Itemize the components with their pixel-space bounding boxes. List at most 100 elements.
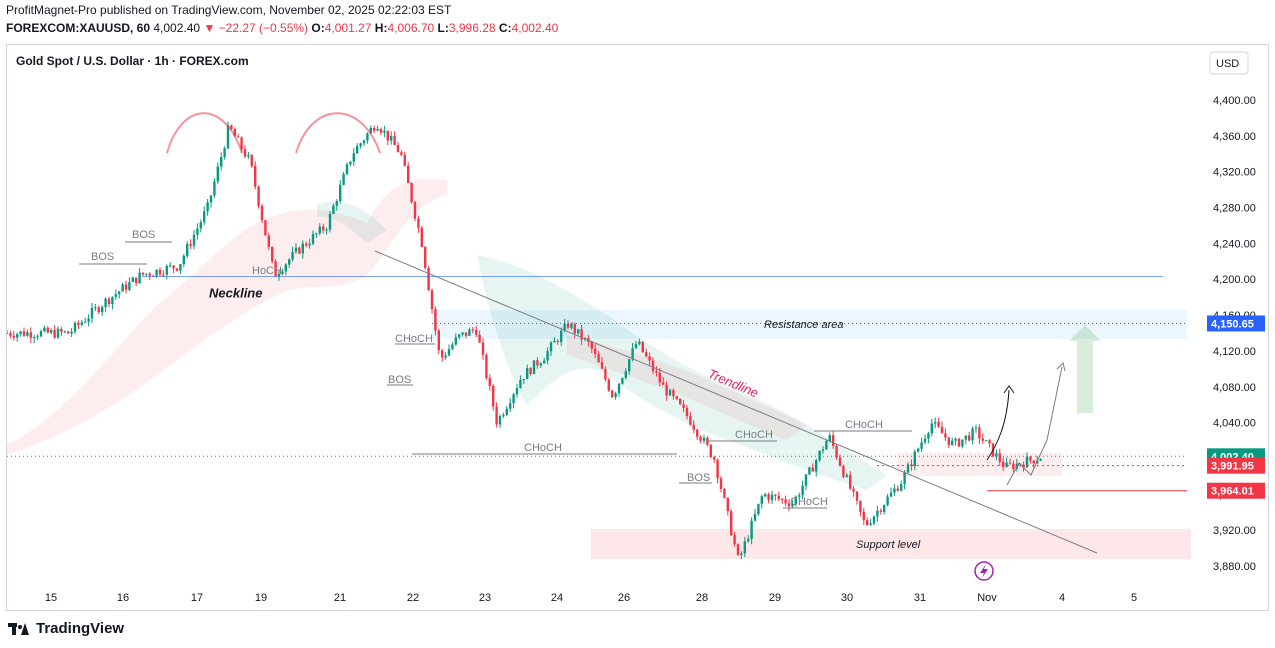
y-tick-label: 4,120.00 xyxy=(1213,346,1256,358)
support-label: Support level xyxy=(856,539,921,551)
candle-body xyxy=(590,342,593,349)
candle-body xyxy=(420,227,423,247)
structure-label: BOS xyxy=(388,374,411,386)
candle-body xyxy=(934,421,937,424)
candle-body xyxy=(804,474,808,486)
candle-body xyxy=(723,488,726,498)
candle-body xyxy=(60,328,63,332)
candle-body xyxy=(328,213,332,230)
candle-body xyxy=(94,307,97,309)
candle-body xyxy=(189,244,192,246)
candle-body xyxy=(954,438,957,441)
candle-body xyxy=(974,427,978,429)
candle-body xyxy=(869,523,872,525)
cloud-bearish-area xyxy=(7,178,447,455)
candle-body xyxy=(29,332,32,338)
candle-body xyxy=(271,246,274,262)
candle-body xyxy=(417,218,420,228)
candle-body xyxy=(662,382,665,385)
price-chart[interactable]: 3,880.003,920.003,960.004,000.004,040.00… xyxy=(7,45,1270,612)
candle-body xyxy=(111,296,114,304)
chart-frame[interactable]: 3,880.003,920.003,960.004,000.004,040.00… xyxy=(6,44,1269,611)
candle-body xyxy=(719,478,723,489)
candle-body xyxy=(50,330,53,333)
structure-label: CHoCH xyxy=(395,333,433,345)
candle-body xyxy=(529,368,532,375)
candle-body xyxy=(679,398,682,405)
candle-body xyxy=(794,496,797,505)
candle-body xyxy=(920,442,923,449)
y-tick-label: 3,920.00 xyxy=(1213,525,1256,537)
candle-body xyxy=(345,164,349,175)
candle-body xyxy=(645,352,648,357)
candle-body xyxy=(573,324,576,334)
candle-body xyxy=(553,340,556,343)
candle-body xyxy=(243,149,247,157)
candle-body xyxy=(311,234,315,244)
structure-label: CHoCH xyxy=(845,419,883,431)
candle-body xyxy=(515,388,519,395)
candle-body xyxy=(648,356,651,361)
y-tick-label: 4,080.00 xyxy=(1213,382,1256,394)
candle-body xyxy=(859,500,862,512)
candle-body xyxy=(488,378,491,386)
arrow-head-1 xyxy=(1003,385,1015,394)
candle-body xyxy=(750,520,753,540)
candle-body xyxy=(87,318,90,322)
candle-body xyxy=(485,354,488,379)
tradingview-footer: TradingView xyxy=(8,620,124,637)
candle-body xyxy=(468,329,471,336)
candle-body xyxy=(947,437,950,445)
candle-body xyxy=(702,437,706,441)
candle-body xyxy=(988,440,991,444)
left-shoulder-arc xyxy=(166,112,243,154)
candle-body xyxy=(611,390,614,398)
x-tick-label: 16 xyxy=(117,592,129,604)
candle-body xyxy=(764,494,767,497)
x-tick-label: 17 xyxy=(191,592,203,604)
candle-body xyxy=(672,390,675,397)
candle-body xyxy=(298,247,301,254)
candle-body xyxy=(696,429,699,437)
candle-body xyxy=(386,130,389,141)
currency-button[interactable]: USD xyxy=(1209,51,1249,75)
candle-body xyxy=(743,541,746,554)
close-value: 4,002.40 xyxy=(511,21,559,35)
candle-body xyxy=(655,371,658,373)
candle-body xyxy=(927,433,930,439)
candle-body xyxy=(917,448,920,452)
structure-label: CHoCH xyxy=(790,496,828,508)
candle-body xyxy=(322,226,325,231)
candle-body xyxy=(930,423,933,434)
publisher-line: ProfitMagnet-Pro published on TradingVie… xyxy=(6,3,452,17)
open-label: O: xyxy=(311,21,325,35)
candle-body xyxy=(777,495,780,499)
candle-body xyxy=(390,136,393,141)
candle-body xyxy=(277,273,281,277)
candle-body xyxy=(12,335,15,338)
candle-body xyxy=(995,453,998,457)
candle-body xyxy=(781,498,784,500)
candle-body xyxy=(872,516,876,524)
candle-body xyxy=(866,520,869,525)
tradingview-logo-icon xyxy=(8,622,30,635)
candle-body xyxy=(356,146,359,154)
candle-body xyxy=(84,321,87,323)
projection-arrow-2 xyxy=(1006,366,1063,486)
candle-body xyxy=(169,265,172,267)
candle-body xyxy=(600,362,604,369)
candle-body xyxy=(808,467,811,475)
price-label-bg xyxy=(1207,482,1265,499)
price-label: 4,150.65 xyxy=(1211,318,1254,330)
candle-body xyxy=(886,496,889,506)
zones-layer xyxy=(7,178,1191,559)
candle-body xyxy=(413,202,417,219)
candle-body xyxy=(437,330,440,351)
cloud-bullish-area xyxy=(477,255,887,490)
candle-body xyxy=(172,265,175,269)
candle-body xyxy=(145,273,148,275)
candle-body xyxy=(284,264,287,272)
candle-body xyxy=(294,247,298,252)
candle-body xyxy=(964,435,967,440)
